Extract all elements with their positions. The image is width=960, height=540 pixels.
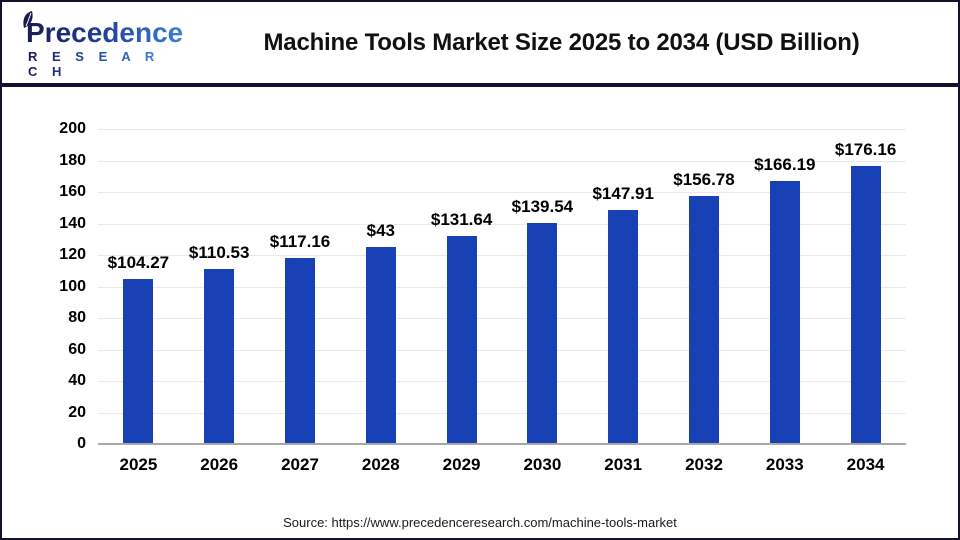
y-tick-80: 80 bbox=[68, 309, 86, 326]
y-tick-120: 120 bbox=[59, 246, 86, 263]
gridline-160 bbox=[98, 192, 906, 193]
bar-value-label-2033: $166.19 bbox=[754, 155, 816, 175]
bar-value-label-2029: $131.64 bbox=[430, 209, 493, 229]
bar-2026 bbox=[204, 268, 235, 443]
bar-2033 bbox=[769, 181, 800, 443]
y-tick-160: 160 bbox=[59, 183, 86, 200]
gridline-100 bbox=[98, 286, 906, 288]
bar-2030 bbox=[527, 223, 558, 443]
bar-2025 bbox=[123, 278, 154, 443]
header: Precedence R E S E A R C H Machine Tools… bbox=[2, 2, 958, 83]
x-tick-2030: 2030 bbox=[523, 455, 562, 474]
x-tick-2026: 2026 bbox=[200, 455, 239, 474]
plot-area: $104.27 $110.53 $117.16 $43 $131.64 $139.54 $1… bbox=[98, 129, 906, 445]
x-tick-2028: 2028 bbox=[361, 455, 400, 474]
bar-value-label-2030: $139.54 bbox=[511, 197, 574, 217]
bar-2027 bbox=[285, 258, 315, 443]
y-tick-180: 180 bbox=[59, 151, 86, 169]
y-axis-ticks: 0 20 40 60 80 100 120 140 160 180 200 bbox=[2, 120, 86, 452]
gridline-140 bbox=[98, 223, 906, 225]
gridline-180 bbox=[98, 160, 906, 162]
gridline-20 bbox=[98, 412, 906, 414]
bar-2034 bbox=[850, 165, 881, 443]
y-tick-40: 40 bbox=[68, 372, 86, 389]
leaf-icon bbox=[23, 11, 33, 28]
x-tick-2027: 2027 bbox=[281, 455, 319, 474]
x-tick-2031: 2031 bbox=[604, 455, 643, 474]
bar-value-label-2028: $43 bbox=[366, 221, 395, 241]
x-axis-line bbox=[98, 443, 906, 445]
gridline-40 bbox=[98, 381, 906, 382]
gridline-120 bbox=[98, 255, 906, 256]
bar-value-label-2025: $104.27 bbox=[107, 252, 170, 272]
y-tick-60: 60 bbox=[68, 340, 86, 358]
bar-2031 bbox=[608, 210, 639, 443]
bar-2028 bbox=[365, 247, 396, 443]
chart-title: Machine Tools Market Size 2025 to 2034 (… bbox=[263, 28, 860, 56]
gridline-200 bbox=[98, 129, 906, 130]
gridline-80 bbox=[98, 318, 906, 319]
x-tick-2025: 2025 bbox=[119, 455, 158, 474]
bar-value-label-2026: $110.53 bbox=[188, 242, 250, 262]
brand-logo: Precedence R E S E A R C H bbox=[23, 11, 183, 79]
y-tick-100: 100 bbox=[59, 277, 86, 295]
y-tick-20: 20 bbox=[68, 403, 86, 421]
bar-value-label-2032: $156.78 bbox=[673, 170, 735, 190]
x-tick-2034: 2034 bbox=[846, 455, 885, 474]
gridline-60 bbox=[98, 349, 906, 351]
x-tick-2032: 2032 bbox=[685, 455, 723, 474]
bar-2029 bbox=[446, 235, 477, 443]
x-axis-labels: 2025 2026 2027 2028 2029 2030 2031 2032 2033 2034 bbox=[98, 455, 906, 481]
source-text: Source: https://www.precedenceresearch.c… bbox=[283, 515, 677, 530]
y-tick-0: 0 bbox=[77, 435, 86, 452]
bar-2032 bbox=[689, 196, 719, 443]
header-divider bbox=[2, 83, 958, 87]
x-tick-2033: 2033 bbox=[765, 455, 804, 474]
bar-value-label-2034: $176.16 bbox=[834, 139, 897, 159]
y-tick-140: 140 bbox=[59, 214, 86, 232]
brand-subtitle: R E S E A R C H bbox=[24, 49, 174, 79]
x-tick-2029: 2029 bbox=[442, 455, 481, 474]
brand-name: Precedence bbox=[26, 17, 184, 48]
y-tick-200: 200 bbox=[59, 120, 86, 137]
bar-value-label-2027: $117.16 bbox=[269, 232, 331, 252]
bar-value-label-2031: $147.91 bbox=[592, 184, 654, 204]
